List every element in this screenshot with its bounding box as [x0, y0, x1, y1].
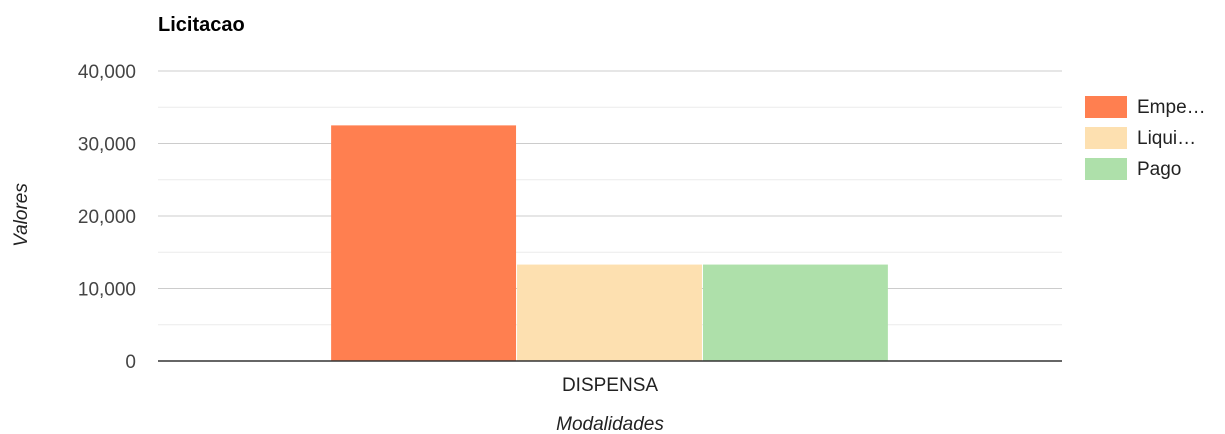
y-tick-label: 30,000	[78, 135, 136, 156]
x-axis-categories: DISPENSA	[562, 375, 658, 396]
bars	[331, 125, 888, 361]
y-tick-label: 40,000	[78, 62, 136, 83]
bar-dispensa-series-1	[331, 125, 517, 361]
gridlines	[158, 70, 1062, 326]
legend-swatch	[1085, 96, 1127, 118]
legend-label: Pago	[1137, 159, 1181, 180]
x-tick-label: DISPENSA	[562, 375, 658, 396]
legend-swatch	[1085, 158, 1127, 180]
y-axis-ticks: 0 10,000 20,000 30,000 40,000	[78, 62, 136, 373]
x-axis-title: Modalidades	[556, 414, 664, 434]
bar-dispensa-series-2	[517, 264, 702, 361]
y-tick-label: 20,000	[78, 207, 136, 228]
chart-title: Licitacao	[158, 14, 245, 36]
legend: Empe… Liqui… Pago	[1085, 96, 1206, 180]
y-tick-label: 10,000	[78, 280, 136, 301]
bar-dispensa-series-3	[702, 264, 888, 361]
legend-label: Empe…	[1137, 97, 1206, 118]
legend-label: Liqui…	[1137, 128, 1196, 149]
y-axis-title: Valores	[11, 183, 32, 247]
legend-swatch	[1085, 127, 1127, 149]
y-tick-label: 0	[125, 352, 136, 373]
